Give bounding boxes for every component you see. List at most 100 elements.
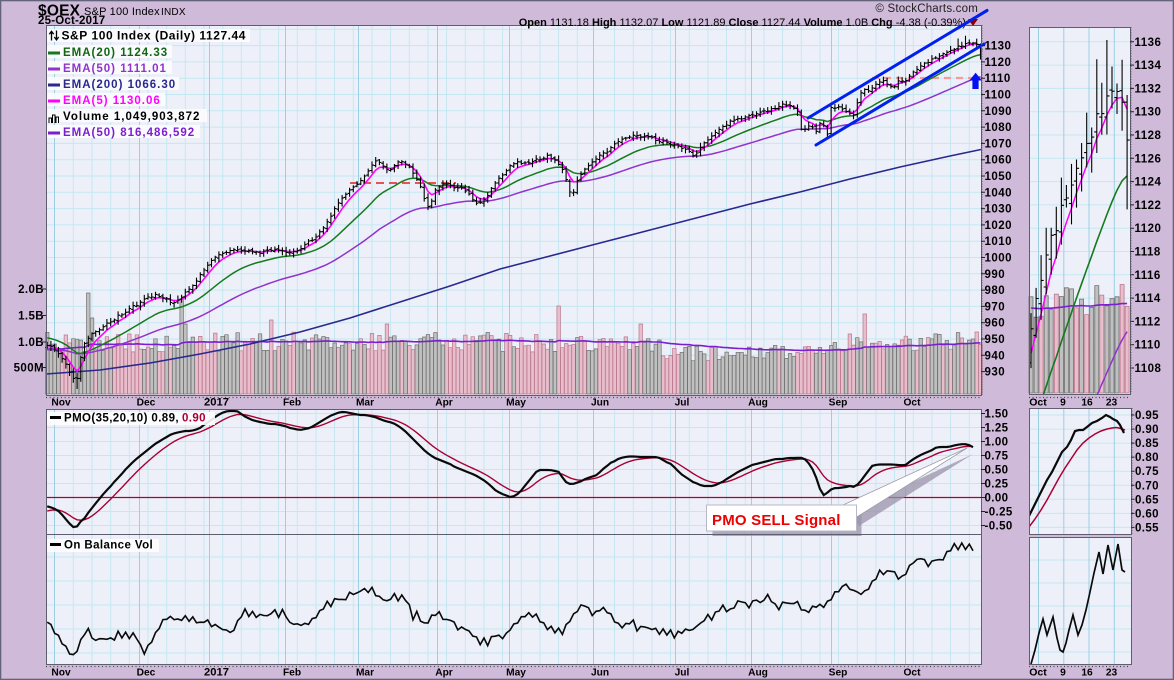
svg-text:16: 16 — [1081, 398, 1093, 409]
svg-text:Dec: Dec — [137, 668, 156, 679]
svg-text:Mar: Mar — [356, 398, 374, 409]
svg-text:Open 1131.18 High 1132.07 Low: Open 1131.18 High 1132.07 Low 1121.89 Cl… — [519, 17, 966, 29]
svg-text:0.60: 0.60 — [1135, 508, 1159, 520]
svg-text:Apr: Apr — [435, 668, 453, 679]
svg-text:Volume 1,049,903,872: Volume 1,049,903,872 — [63, 111, 200, 123]
svg-text:-0.25: -0.25 — [985, 507, 1013, 519]
svg-text:0.50: 0.50 — [985, 465, 1009, 477]
svg-text:2017: 2017 — [204, 667, 229, 679]
svg-text:Nov: Nov — [51, 398, 71, 409]
svg-text:0.95: 0.95 — [1135, 410, 1159, 422]
svg-text:Dec: Dec — [137, 398, 156, 409]
svg-text:0.90: 0.90 — [182, 413, 206, 425]
svg-text:970: 970 — [985, 301, 1006, 313]
svg-text:0.55: 0.55 — [1135, 522, 1159, 534]
svg-text:EMA(200) 1066.30: EMA(200) 1066.30 — [63, 79, 176, 91]
svg-text:0.75: 0.75 — [985, 451, 1009, 463]
svg-text:1130: 1130 — [1135, 107, 1162, 119]
svg-text:Jul: Jul — [675, 668, 690, 679]
svg-text:1040: 1040 — [985, 187, 1013, 199]
svg-text:-0.50: -0.50 — [985, 521, 1013, 533]
svg-text:Jul: Jul — [675, 398, 690, 409]
svg-text:EMA(5) 1130.06: EMA(5) 1130.06 — [63, 95, 161, 107]
svg-text:1.25: 1.25 — [985, 423, 1009, 435]
svg-text:1130: 1130 — [985, 41, 1012, 53]
svg-text:Jun: Jun — [591, 398, 609, 409]
svg-text:1.00: 1.00 — [985, 437, 1009, 449]
svg-text:1060: 1060 — [985, 155, 1013, 167]
svg-text:Aug: Aug — [748, 668, 768, 679]
svg-text:1132: 1132 — [1135, 83, 1162, 95]
svg-text:1090: 1090 — [985, 106, 1013, 118]
svg-text:1110: 1110 — [1135, 340, 1161, 352]
svg-text:EMA(50) 1111.01: EMA(50) 1111.01 — [63, 63, 167, 75]
svg-text:$OEX: $OEX — [38, 3, 81, 20]
svg-text:1116: 1116 — [1135, 270, 1161, 282]
svg-text:Aug: Aug — [748, 398, 768, 409]
svg-text:1.50: 1.50 — [985, 409, 1009, 421]
svg-text:16: 16 — [1081, 668, 1093, 679]
svg-text:1120: 1120 — [1135, 223, 1162, 235]
svg-text:Oct: Oct — [904, 668, 922, 679]
svg-text:1010: 1010 — [985, 236, 1013, 248]
svg-text:1126: 1126 — [1135, 153, 1162, 165]
svg-text:Feb: Feb — [283, 668, 301, 679]
svg-text:0.80: 0.80 — [1135, 452, 1159, 464]
svg-text:0.70: 0.70 — [1135, 480, 1159, 492]
svg-text:1124: 1124 — [1135, 177, 1162, 189]
svg-text:23: 23 — [1106, 668, 1118, 679]
svg-text:1.5B: 1.5B — [18, 311, 44, 323]
svg-text:1000: 1000 — [985, 253, 1013, 265]
svg-text:Mar: Mar — [356, 668, 374, 679]
svg-text:1136: 1136 — [1135, 37, 1162, 49]
svg-text:On Balance Vol: On Balance Vol — [64, 540, 153, 552]
svg-text:Oct: Oct — [904, 398, 922, 409]
svg-text:0.25: 0.25 — [985, 479, 1009, 491]
svg-text:Apr: Apr — [435, 398, 453, 409]
svg-text:1100: 1100 — [985, 90, 1012, 102]
svg-text:Jun: Jun — [591, 668, 609, 679]
svg-text:PMO SELL Signal: PMO SELL Signal — [712, 512, 841, 529]
svg-text:Nov: Nov — [51, 668, 71, 679]
svg-text:1080: 1080 — [985, 122, 1013, 134]
svg-text:Oct: Oct — [1029, 397, 1047, 409]
svg-text:1050: 1050 — [985, 171, 1013, 183]
svg-text:1112: 1112 — [1135, 316, 1161, 328]
svg-text:980: 980 — [985, 285, 1006, 297]
svg-text:PMO(35,20,10) 0.89,: PMO(35,20,10) 0.89, — [64, 413, 179, 425]
svg-text:1020: 1020 — [985, 220, 1013, 232]
svg-text:960: 960 — [985, 318, 1006, 330]
svg-text:2017: 2017 — [204, 397, 229, 409]
svg-text:0.85: 0.85 — [1135, 438, 1159, 450]
svg-text:1114: 1114 — [1135, 293, 1161, 305]
svg-text:25-Oct-2017: 25-Oct-2017 — [38, 15, 105, 27]
svg-text:EMA(50) 816,486,592: EMA(50) 816,486,592 — [63, 127, 195, 139]
svg-text:1120: 1120 — [985, 57, 1012, 69]
svg-text:1122: 1122 — [1135, 200, 1162, 212]
svg-text:0.00: 0.00 — [985, 493, 1009, 505]
svg-text:1.0B: 1.0B — [18, 337, 44, 349]
svg-text:1108: 1108 — [1135, 363, 1162, 375]
svg-text:0.90: 0.90 — [1135, 424, 1159, 436]
svg-text:9: 9 — [1060, 398, 1066, 409]
svg-text:500M: 500M — [14, 363, 44, 375]
svg-text:1134: 1134 — [1135, 60, 1162, 72]
svg-text:1118: 1118 — [1135, 247, 1161, 259]
svg-text:INDX: INDX — [161, 7, 186, 18]
svg-text:990: 990 — [985, 269, 1006, 281]
svg-text:940: 940 — [985, 350, 1006, 362]
svg-text:Oct: Oct — [1029, 667, 1047, 679]
svg-text:© StockCharts.com: © StockCharts.com — [875, 3, 978, 15]
svg-text:May: May — [506, 668, 526, 679]
svg-text:Sep: Sep — [829, 668, 848, 679]
svg-text:0.65: 0.65 — [1135, 494, 1159, 506]
svg-text:9: 9 — [1060, 668, 1066, 679]
svg-text:23: 23 — [1106, 398, 1118, 409]
svg-text:1030: 1030 — [985, 204, 1013, 216]
svg-text:EMA(20) 1124.33: EMA(20) 1124.33 — [63, 47, 168, 59]
svg-text:May: May — [506, 398, 526, 409]
svg-text:1110: 1110 — [985, 73, 1011, 85]
svg-text:2.0B: 2.0B — [18, 284, 44, 296]
svg-text:S&P 100 Index: S&P 100 Index — [84, 6, 160, 18]
svg-text:Sep: Sep — [829, 398, 848, 409]
